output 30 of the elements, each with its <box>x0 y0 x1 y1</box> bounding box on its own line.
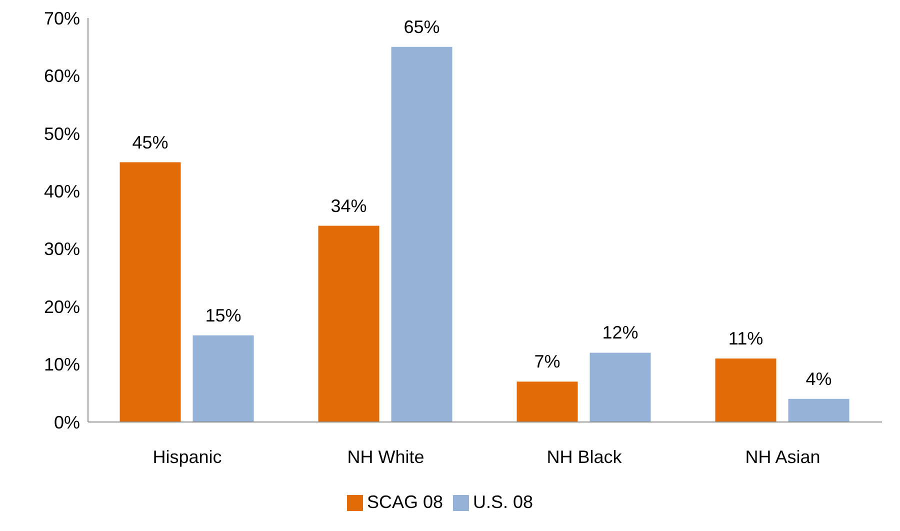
bar <box>192 335 254 422</box>
x-tick-label: Hispanic <box>152 446 222 467</box>
y-tick-label: 70% <box>44 8 80 28</box>
data-label: 12% <box>602 322 638 343</box>
bar <box>318 226 380 422</box>
x-tick-label: NH White <box>347 446 424 467</box>
bar <box>715 358 776 422</box>
data-label: 65% <box>404 16 440 37</box>
y-tick-label: 40% <box>44 182 80 202</box>
legend-label: U.S. 08 <box>473 492 534 512</box>
legend-label: SCAG 08 <box>366 492 443 512</box>
y-tick-label: 30% <box>44 239 80 260</box>
x-tick-label: NH Asian <box>745 446 820 467</box>
bar <box>788 398 850 422</box>
bar <box>391 46 452 422</box>
bar <box>590 352 651 422</box>
data-label: 7% <box>534 352 560 372</box>
bar <box>120 162 181 422</box>
y-tick-label: 50% <box>44 124 80 144</box>
y-tick-label: 20% <box>44 296 80 317</box>
data-label: 34% <box>330 196 367 216</box>
bar <box>516 382 578 422</box>
x-tick-label: NH Black <box>546 446 623 467</box>
y-tick-label: 0% <box>54 412 80 432</box>
data-label: 4% <box>806 368 832 389</box>
data-label: 15% <box>205 305 242 326</box>
data-label: 11% <box>728 328 764 349</box>
data-label: 45% <box>132 132 168 152</box>
y-tick-label: 10% <box>44 354 80 375</box>
y-tick-label: 60% <box>44 66 80 86</box>
